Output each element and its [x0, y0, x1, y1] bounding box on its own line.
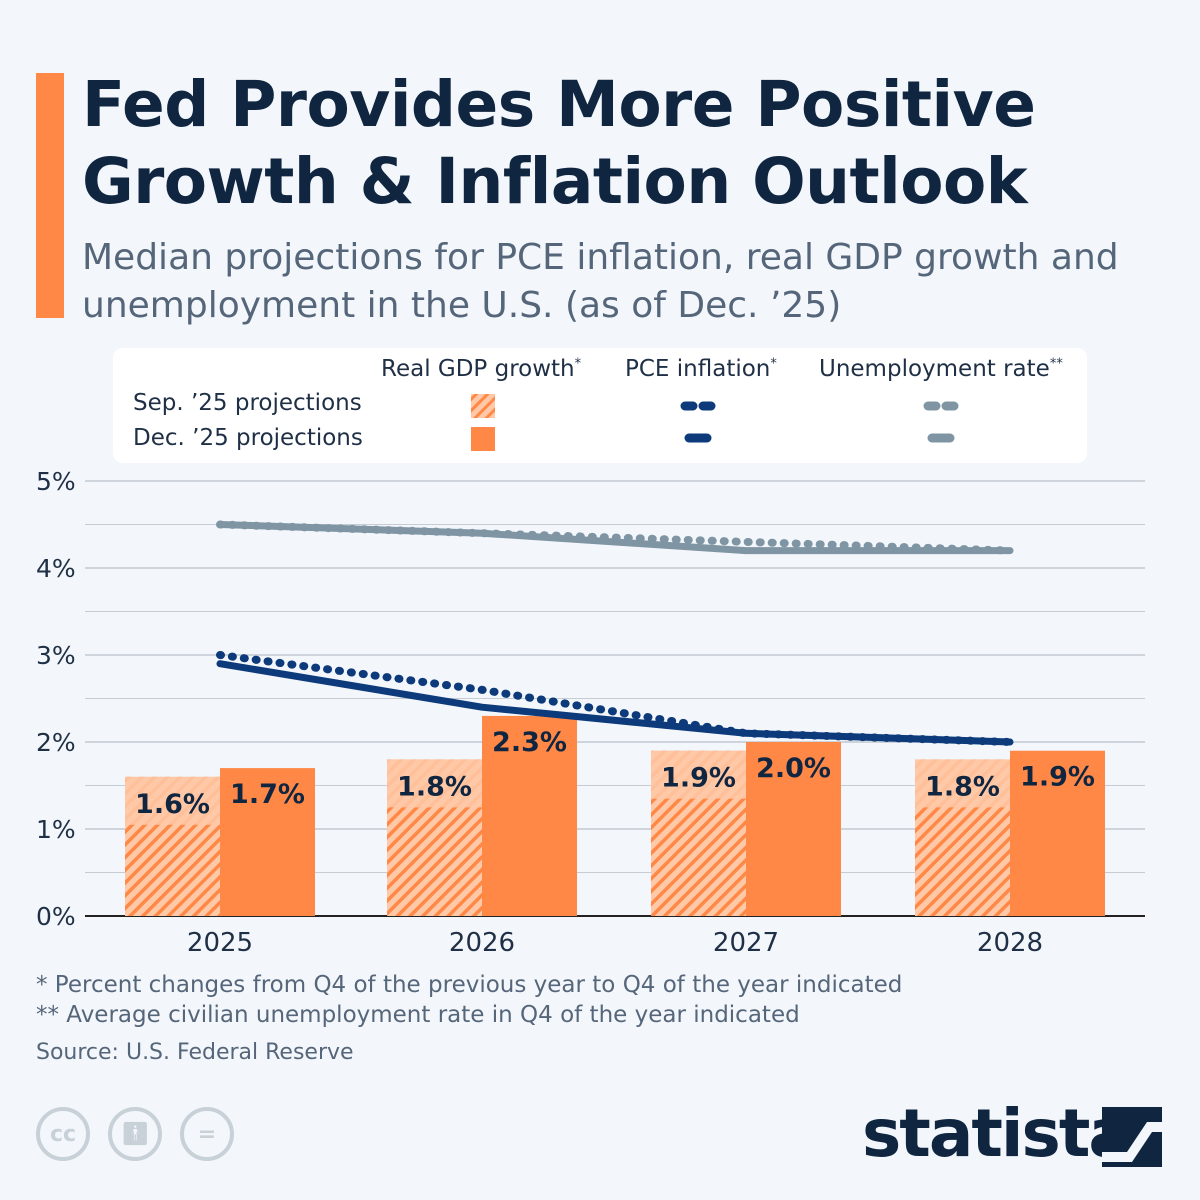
cc-icon[interactable]: cc: [36, 1107, 90, 1161]
bar-gdp-dec: [482, 715, 577, 916]
line-pce-sep: [216, 651, 1014, 746]
legend-col-pce: PCE inflation*: [625, 356, 777, 382]
statista-logo[interactable]: statista: [862, 1095, 1162, 1172]
chart-title: Fed Provides More Positive Growth & Infl…: [82, 66, 1036, 220]
bar-gdp-sep: [125, 776, 220, 916]
footnote-1: * Percent changes from Q4 of the previou…: [36, 972, 903, 998]
data-label-gdp-sep: 1.6%: [135, 789, 210, 820]
bar-gdp-sep-label-bg: [387, 759, 482, 808]
legend-col-unemp: Unemployment rate**: [819, 356, 1063, 382]
data-label-gdp-sep: 1.8%: [397, 771, 472, 802]
source: Source: U.S. Federal Reserve: [36, 1040, 354, 1065]
title-line-1: Fed Provides More Positive: [82, 68, 1036, 141]
bar-gdp-sep-label-bg: [915, 759, 1010, 808]
line-unemployment-sep: [216, 520, 1014, 555]
chart-subtitle: Median projections for PCE inflation, re…: [82, 237, 1119, 326]
data-label-gdp-dec: 2.3%: [492, 727, 567, 758]
y-tick-label: 4%: [36, 554, 76, 583]
data-label-gdp-sep: 1.9%: [661, 763, 736, 794]
x-tick-label: 2026: [449, 928, 515, 958]
legend-row-sep: Sep. ’25 projections: [133, 390, 362, 416]
y-tick-label: 5%: [36, 467, 76, 496]
bar-gdp-sep-label-bg: [125, 776, 220, 825]
footnotes: * Percent changes from Q4 of the previou…: [36, 970, 902, 1030]
y-tick-label: 2%: [36, 728, 76, 757]
legend-row-dec: Dec. ’25 projections: [133, 425, 363, 451]
attribution-icon[interactable]: 🚹︎: [108, 1107, 162, 1161]
data-label-gdp-dec: 1.7%: [230, 779, 305, 810]
data-label-gdp-sep: 1.8%: [925, 771, 1000, 802]
y-tick-label: 3%: [36, 641, 76, 670]
data-label-gdp-dec: 2.0%: [756, 753, 831, 784]
bar-gdp-sep-label-bg: [651, 750, 746, 799]
footnote-2: ** Average civilian unemployment rate in…: [36, 1002, 800, 1028]
legend-swatch-gdp-sep: [471, 394, 495, 418]
legend: Real GDP growth* PCE inflation* Unemploy…: [113, 348, 1087, 463]
bar-gdp-sep: [651, 750, 746, 916]
line-unemployment-dec: [216, 521, 1014, 555]
x-tick-label: 2027: [713, 928, 779, 958]
x-tick-label: 2025: [187, 928, 253, 958]
statista-logo-icon: [1102, 1107, 1162, 1167]
bar-gdp-dec: [1010, 750, 1105, 916]
y-tick-label: 1%: [36, 815, 76, 844]
y-tick-label: 0%: [36, 902, 76, 931]
legend-swatch-gdp-dec: [471, 427, 495, 451]
title-accent-bar: [36, 73, 64, 318]
x-tick-label: 2028: [977, 928, 1043, 958]
data-label-gdp-dec: 1.9%: [1020, 762, 1095, 793]
bar-gdp-dec: [220, 768, 315, 916]
bar-gdp-sep: [387, 759, 482, 916]
line-pce-dec: [216, 660, 1014, 746]
no-derivatives-icon[interactable]: =: [180, 1107, 234, 1161]
legend-col-gdp: Real GDP growth*: [381, 356, 582, 382]
bar-gdp-sep: [915, 759, 1010, 916]
bar-gdp-dec: [746, 742, 841, 916]
legend-swatches: [471, 394, 963, 451]
title-line-2: Growth & Inflation Outlook: [82, 145, 1028, 218]
